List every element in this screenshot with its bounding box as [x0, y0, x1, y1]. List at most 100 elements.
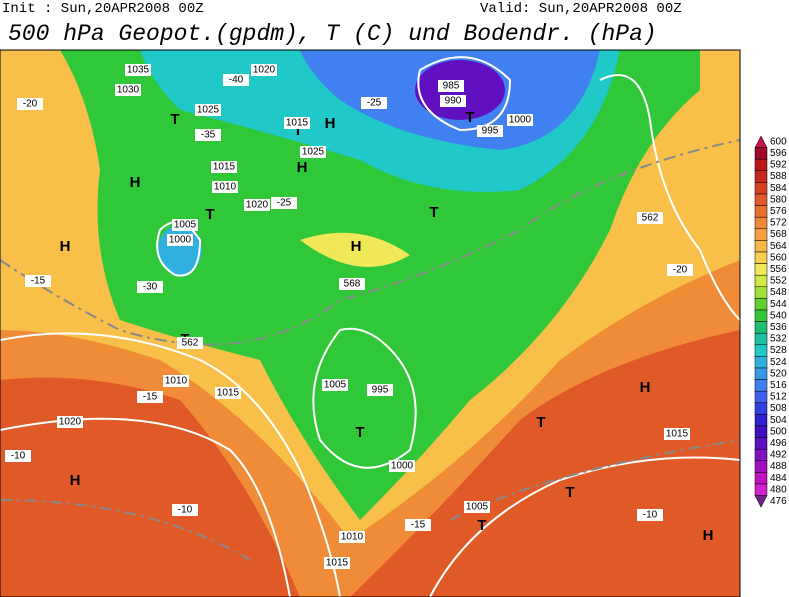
colorbar-swatch [754, 321, 768, 334]
colorbar-label: 552 [770, 276, 787, 287]
pressure-center: T [477, 517, 486, 534]
isobar [0, 332, 341, 597]
colorbar-label: 504 [770, 415, 787, 426]
colorbar-label: 540 [770, 310, 787, 321]
colorbar-label: 572 [770, 218, 787, 229]
label-box [637, 509, 663, 521]
pressure-center: T [536, 414, 545, 431]
colorbar-swatch [754, 344, 768, 357]
label-box [177, 337, 203, 349]
contour-label: 1000 [509, 115, 532, 126]
label-box [244, 199, 270, 211]
contour-label: 562 [182, 338, 199, 349]
contour-label: 1015 [217, 388, 240, 399]
contour-label: 1010 [214, 182, 237, 193]
colorbar-label: 476 [770, 496, 787, 507]
label-box [215, 387, 241, 399]
label-box [223, 74, 249, 86]
colorbar-swatch [754, 472, 768, 485]
colorbar-label: 584 [770, 183, 787, 194]
colorbar-swatch [754, 379, 768, 392]
colorbar-swatch [754, 147, 768, 160]
pressure-center: H [640, 379, 651, 396]
label-box [438, 80, 464, 92]
label-box [440, 95, 466, 107]
colorbar-label: 484 [770, 473, 787, 484]
contour-label: -15 [143, 392, 158, 403]
pressure-center: T [565, 484, 574, 501]
contour-label: 1020 [59, 417, 82, 428]
contour-label: 1010 [165, 376, 188, 387]
tongue-yellow [300, 232, 410, 267]
colorbar-swatch [754, 263, 768, 276]
pressure-center: H [297, 159, 308, 176]
colorbar-swatch [754, 390, 768, 404]
colorbar-label: 508 [770, 403, 787, 414]
colorbar-swatch [754, 135, 768, 148]
contour-label: -30 [143, 282, 158, 293]
colorbar-label: 544 [770, 299, 787, 310]
colorbar-label: 592 [770, 160, 787, 171]
colorbar-swatch [754, 298, 768, 311]
label-box [284, 117, 310, 129]
contour-label: 1025 [302, 147, 325, 158]
colorbar-label: 496 [770, 438, 787, 449]
label-box [361, 97, 387, 109]
contour-label: -15 [411, 520, 426, 531]
pressure-center: T [170, 111, 179, 128]
label-box [163, 375, 189, 387]
isobar [599, 74, 740, 321]
label-box [57, 416, 83, 428]
contour-label: 1010 [341, 532, 364, 543]
label-box [324, 557, 350, 569]
label-box [137, 391, 163, 403]
contour-label: -10 [11, 451, 26, 462]
colorbar-label: 492 [770, 450, 787, 461]
contour-label: -10 [643, 510, 658, 521]
pressure-center: H [70, 472, 81, 489]
colorbar-swatch [754, 460, 768, 473]
label-box [172, 219, 198, 231]
contour-label: -10 [178, 505, 193, 516]
contour-label: 1020 [253, 65, 276, 76]
colorbar-label: 536 [770, 322, 787, 333]
colorbar-swatch [754, 286, 768, 299]
label-box [115, 84, 141, 96]
pressure-center: T [355, 424, 364, 441]
colorbar-swatch [754, 228, 768, 241]
label-box [17, 98, 43, 110]
label-box [322, 379, 348, 391]
label-box [25, 275, 51, 287]
colorbar-label: 528 [770, 345, 787, 356]
contour-label: -20 [23, 99, 38, 110]
colorbar-label: 556 [770, 264, 787, 275]
contour-label: 995 [482, 126, 499, 137]
label-box [195, 104, 221, 116]
colorbar-swatch [754, 240, 768, 253]
contour-label: 1015 [666, 429, 689, 440]
label-box [464, 501, 490, 513]
colorbar-swatch [754, 170, 768, 183]
contour-label: -20 [673, 265, 688, 276]
colorbar-swatch [754, 437, 768, 450]
label-box [212, 181, 238, 193]
isobar [429, 456, 740, 597]
isobar [417, 56, 512, 132]
colorbar-swatch [754, 274, 768, 288]
contour-label: 990 [445, 96, 462, 107]
colorbar-swatch [754, 182, 768, 195]
pressure-center: T [205, 206, 214, 223]
contour-label: -25 [367, 98, 382, 109]
colorbar-label: 576 [770, 206, 787, 217]
colorbar-swatch [754, 448, 768, 462]
contour-label: 1020 [246, 200, 269, 211]
label-box [507, 114, 533, 126]
pressure-center: H [130, 174, 141, 191]
contour-label: 1015 [286, 118, 309, 129]
colorbar-swatch [754, 309, 768, 322]
label-box [389, 460, 415, 472]
isobar [312, 327, 417, 469]
label-box [167, 234, 193, 246]
contour-label: 568 [344, 279, 361, 290]
pressure-center: H [351, 238, 362, 255]
